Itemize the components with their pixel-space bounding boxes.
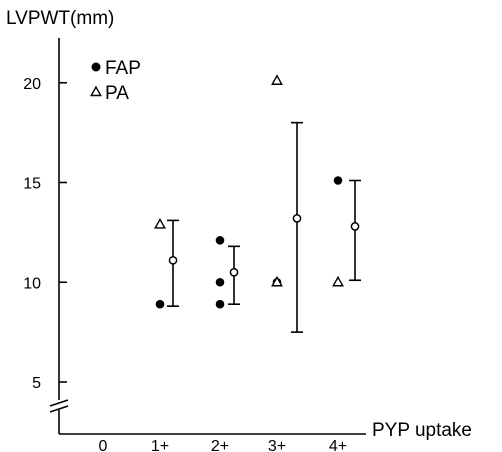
y-tick-label: 10 (23, 275, 41, 292)
fap-point (215, 299, 225, 309)
pa-point (154, 217, 166, 229)
mean-sd-bars (167, 121, 361, 333)
fap-point (215, 277, 225, 287)
pa-point (271, 74, 283, 85)
fap-point (215, 236, 225, 245)
mean-marker (229, 267, 239, 277)
pa-point (271, 275, 283, 287)
axis-break-mark (49, 399, 69, 407)
x-tick-label: 1+ (151, 438, 169, 452)
x-tick-label: 4+ (329, 438, 347, 452)
legend: FAP PA (90, 58, 141, 104)
axis-break-mark (49, 405, 69, 413)
y-tick-label: 15 (23, 176, 41, 193)
x-tick-label: 2+ (211, 438, 229, 452)
x-tick-label: 3+ (268, 438, 286, 452)
mean-marker (168, 255, 178, 265)
x-axis-label: PYP uptake (372, 420, 472, 441)
mean-marker (350, 222, 360, 231)
y-tick-label: 20 (23, 76, 41, 93)
fap-point (155, 299, 165, 309)
y-tick-label: 5 (32, 375, 41, 392)
mean-marker (292, 214, 302, 223)
pa-point (332, 275, 344, 287)
x-tick-label: 0 (99, 438, 108, 452)
tick-labels: 5 10 15 20 0 1+ 2+ 3+ 4+ (23, 76, 347, 452)
axes (49, 38, 366, 435)
data-points (154, 74, 344, 309)
legend-label: PA (105, 83, 129, 104)
y-axis-label: LVPWT(mm) (6, 8, 114, 29)
legend-pa-marker (90, 85, 102, 97)
legend-label: FAP (105, 58, 141, 79)
legend-fap-marker (91, 62, 101, 72)
fap-point (333, 176, 343, 185)
